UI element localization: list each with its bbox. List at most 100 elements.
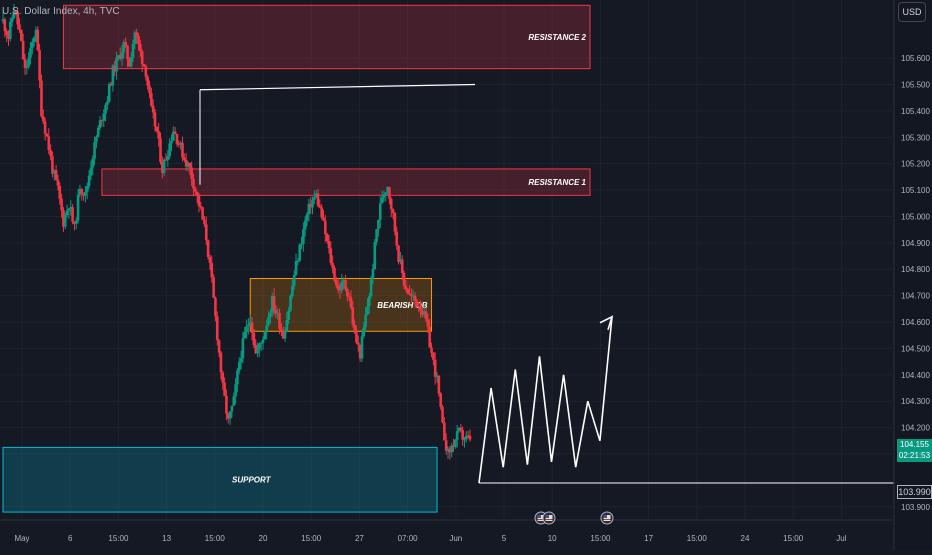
- price-tick-label: 105.500: [901, 80, 930, 89]
- candle-body: [450, 445, 453, 453]
- candle-body: [261, 339, 265, 344]
- candle-body: [98, 120, 102, 128]
- candle-body: [34, 29, 38, 38]
- candle-body: [283, 331, 287, 339]
- candle-body: [294, 261, 298, 276]
- currency-button[interactable]: USD: [898, 2, 926, 22]
- time-axis[interactable]: May 6 15:00 13 15:00 20 15:00 27 07:00 Jun 5 10 15:0…: [0, 519, 894, 543]
- price-tick-label: 104.700: [901, 292, 930, 301]
- candle-body: [441, 406, 444, 423]
- candle-body: [104, 104, 107, 114]
- time-tick-label: 17: [644, 534, 653, 543]
- candle-body: [5, 31, 8, 36]
- candle-body: [109, 83, 113, 86]
- candle-body: [128, 59, 131, 67]
- candle-body: [192, 178, 195, 189]
- time-tick-label: 13: [162, 534, 171, 543]
- candle-body: [27, 57, 30, 67]
- candle-body: [410, 294, 413, 296]
- price-tick-label: 105.200: [901, 160, 930, 169]
- candle-body: [314, 193, 318, 198]
- time-tick-label: 15:00: [301, 534, 322, 543]
- price-axis[interactable]: 105.600 105.500 105.400 105.300 105.200 105.1…: [893, 0, 932, 550]
- price-tick-label: 104.200: [901, 424, 930, 433]
- candle-body: [327, 241, 331, 249]
- candle-body: [256, 349, 259, 354]
- candle-body: [87, 175, 91, 187]
- candle-body: [448, 448, 452, 453]
- candle-body: [245, 326, 248, 333]
- candle-body: [463, 439, 466, 441]
- candle-body: [226, 413, 230, 419]
- time-tick-label: May: [14, 534, 29, 543]
- price-tick-label: 104.500: [901, 344, 930, 353]
- candle-body: [355, 332, 358, 343]
- candle-body: [56, 179, 60, 186]
- candles: [1, 4, 472, 460]
- candle-body: [382, 194, 386, 198]
- candle-body: [115, 57, 118, 72]
- candle-body: [239, 358, 243, 363]
- candle-body: [210, 262, 214, 278]
- candle-body: [181, 142, 184, 158]
- candle-body: [73, 221, 76, 224]
- candle-body: [45, 133, 49, 137]
- candle-body: [36, 29, 40, 50]
- candle-body: [126, 45, 129, 60]
- projection-zigzag: [478, 316, 613, 484]
- candle-body: [395, 231, 399, 246]
- candle-body: [433, 359, 437, 377]
- candle-body: [452, 445, 455, 447]
- candle-body: [307, 203, 311, 215]
- candle-body: [300, 243, 303, 245]
- candle-body: [65, 210, 69, 216]
- candle-body: [435, 375, 439, 377]
- flag-canton: [603, 515, 607, 518]
- candle-body: [291, 285, 294, 297]
- candle-body: [391, 209, 395, 213]
- time-tick-label: Jul: [836, 534, 846, 543]
- candle-body: [446, 448, 450, 451]
- candle-body: [236, 370, 239, 385]
- candle-body: [166, 156, 170, 160]
- candle-body: [153, 112, 157, 127]
- candle-body: [131, 43, 135, 58]
- candle-body: [133, 32, 137, 44]
- candle-body: [74, 220, 78, 224]
- candle-body: [380, 197, 384, 204]
- grid: [0, 0, 894, 520]
- candle-body: [419, 307, 422, 311]
- time-tick-label: 15:00: [783, 534, 804, 543]
- candle-body: [63, 215, 67, 227]
- candle-body: [259, 343, 263, 345]
- candle-body: [384, 192, 388, 195]
- candle-body: [120, 52, 124, 60]
- candle-body: [234, 384, 237, 397]
- candle-body: [117, 55, 120, 58]
- time-tick-label: 27: [355, 534, 364, 543]
- time-tick-label: Jun: [449, 534, 462, 543]
- candle-body: [3, 19, 7, 32]
- candle-body: [309, 203, 312, 208]
- candle-body: [302, 229, 305, 244]
- candle-body: [159, 138, 162, 162]
- candle-body: [336, 285, 340, 290]
- candle-body: [54, 170, 58, 180]
- candle-body: [455, 431, 459, 440]
- resistance-2-zone: [62, 4, 591, 70]
- candle-body: [371, 268, 375, 280]
- candle-body: [20, 29, 23, 41]
- candle-body: [408, 293, 411, 295]
- candle-body: [466, 435, 470, 437]
- candle-body: [219, 352, 223, 373]
- candle-body: [399, 259, 402, 262]
- candle-body: [437, 375, 441, 394]
- price-tick-label: 104.900: [901, 239, 930, 248]
- candle-body: [164, 159, 168, 161]
- candle-body: [465, 435, 468, 440]
- candle-body: [16, 12, 19, 25]
- candle-body: [415, 300, 419, 307]
- candle-body: [47, 136, 51, 151]
